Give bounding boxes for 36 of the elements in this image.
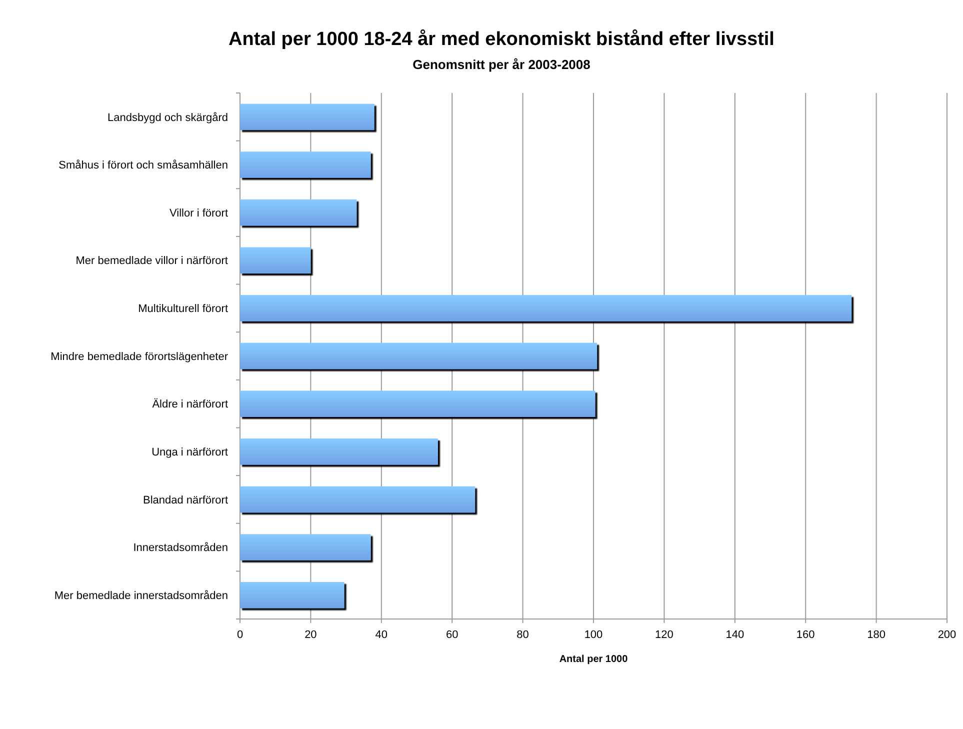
y-tick-label: Äldre i närförort — [152, 398, 228, 411]
x-tick-label: 100 — [584, 629, 603, 641]
chart-title: Antal per 1000 18-24 år med ekonomiskt bistånd efter livsstil — [228, 29, 774, 50]
bar — [240, 438, 438, 465]
x-tick-label: 60 — [446, 629, 458, 641]
x-tick-label: 0 — [236, 629, 244, 641]
bar — [240, 247, 311, 274]
y-tick-label: Multikulturell förort — [138, 303, 228, 316]
y-tick-label: Blandad närförort — [143, 494, 228, 506]
y-tick-label: Innerstadsområden — [133, 542, 228, 554]
y-tick-label: Unga i närförort — [152, 446, 228, 458]
x-tick-label: 20 — [304, 629, 317, 641]
x-tick-label: 80 — [516, 629, 529, 641]
y-tick-label: Småhus i förort och småsamhällen — [58, 160, 228, 172]
bar — [240, 104, 374, 130]
x-tick-label: 40 — [375, 629, 388, 641]
x-tick-label: 140 — [726, 629, 744, 641]
y-tick-label: Villor i förort — [170, 207, 228, 220]
bar — [240, 342, 598, 370]
chart-subtitle: Genomsnitt per år 2003-2008 — [412, 57, 590, 72]
x-tick-label: 120 — [655, 629, 674, 641]
y-tick-label: Mindre bemedlade förortslägenheter — [50, 350, 228, 363]
bar — [240, 582, 344, 608]
bar — [240, 199, 357, 226]
y-tick-label: Mer bemedlade villor i närförort — [76, 255, 228, 268]
y-tick-label: Landsbygd och skärgård — [108, 112, 228, 124]
x-tick-label: 180 — [867, 629, 886, 641]
bar — [240, 534, 371, 560]
x-tick-label: 200 — [938, 629, 956, 641]
bar — [240, 295, 852, 322]
bar — [240, 390, 596, 417]
y-tick-label: Mer bemedlade innerstadsområden — [54, 590, 228, 602]
bar — [240, 152, 371, 178]
x-tick-label: 160 — [796, 629, 815, 641]
bar — [240, 486, 476, 513]
x-axis-title: Antal per 1000 — [559, 654, 628, 665]
